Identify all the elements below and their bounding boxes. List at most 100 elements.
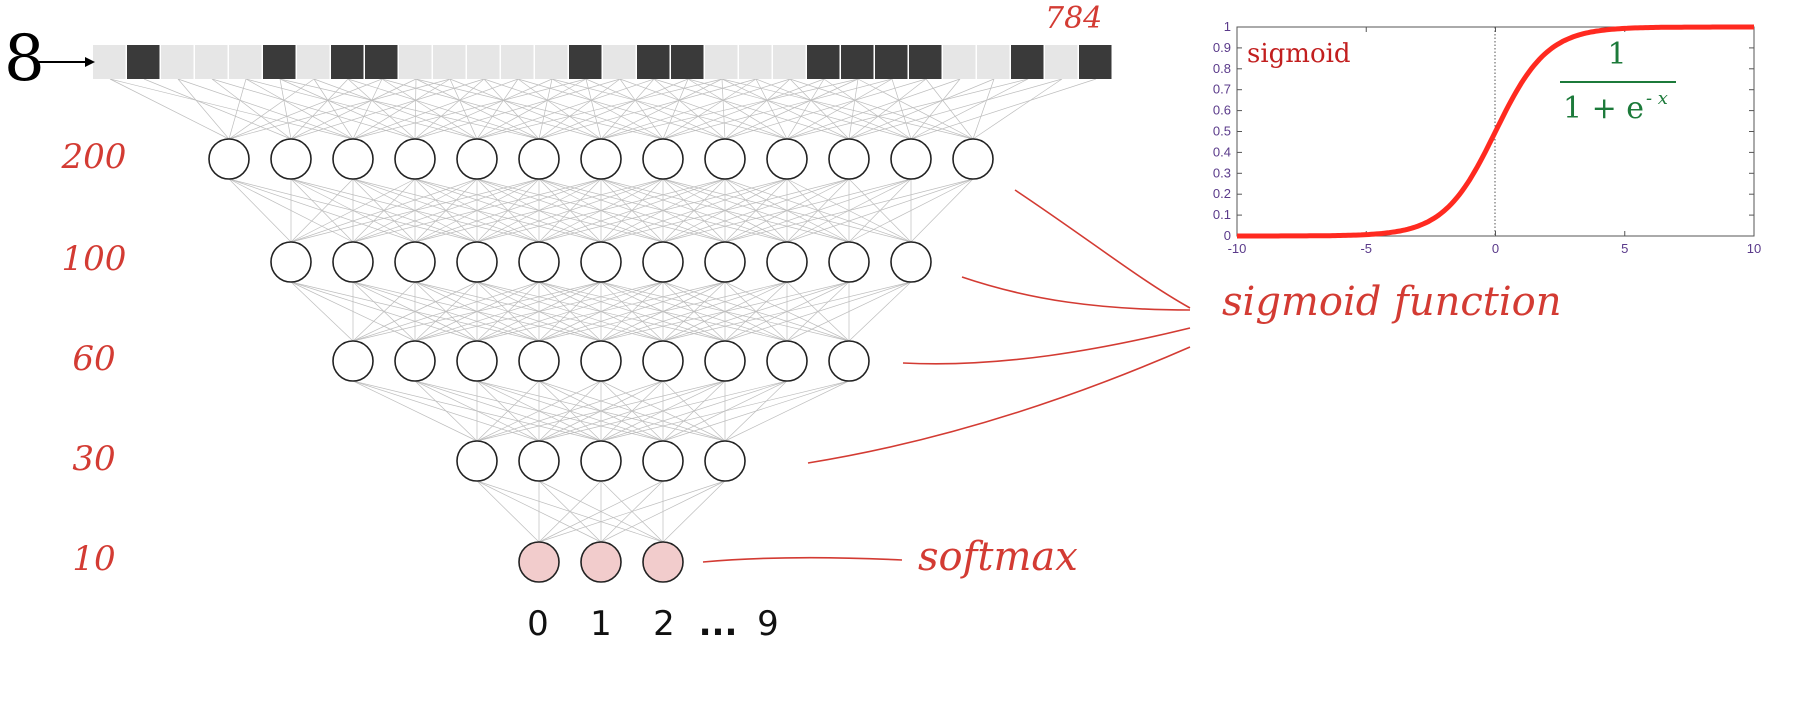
- edge-input: [290, 78, 349, 140]
- edge-input: [538, 78, 621, 140]
- annotation-connectors: [702, 189, 1191, 563]
- output-neuron: [580, 541, 622, 583]
- edge-input: [755, 78, 788, 140]
- edge-hidden: [848, 281, 912, 342]
- edge-input: [600, 78, 859, 140]
- edge-input: [476, 78, 723, 140]
- edge-input: [823, 78, 912, 140]
- edge-hidden: [538, 480, 602, 543]
- hidden-neuron: [828, 138, 870, 180]
- hidden-neuron: [580, 340, 622, 382]
- edge-input: [619, 78, 664, 140]
- input-pixel-cell: [161, 45, 194, 79]
- hidden-neuron: [456, 440, 498, 482]
- hidden-neuron: [456, 340, 498, 382]
- input-pixel-cell: [671, 45, 704, 79]
- hidden-neuron: [890, 138, 932, 180]
- hidden-neuron: [704, 138, 746, 180]
- input-pixel-cell: [433, 45, 466, 79]
- edge-input: [848, 78, 1063, 140]
- connector-layer-60: [902, 327, 1191, 365]
- y-tick-label: 0.3: [1213, 165, 1231, 180]
- edge-hidden: [414, 281, 602, 342]
- edge-input: [381, 78, 478, 140]
- edge-input: [786, 78, 1029, 140]
- edge-hidden: [724, 178, 974, 243]
- edge-hidden: [476, 380, 726, 442]
- edge-input: [352, 78, 587, 140]
- input-pixel-cell: [637, 45, 670, 79]
- edge-input: [414, 78, 485, 140]
- input-pixel-cell: [603, 45, 636, 79]
- edge-input: [653, 78, 726, 140]
- edge-input: [313, 78, 354, 140]
- edge-input: [910, 78, 1029, 140]
- input-pixel-cell: [195, 45, 228, 79]
- y-tick-label: 1: [1224, 19, 1231, 34]
- connector-layer-30: [807, 346, 1191, 464]
- edge-input: [972, 78, 995, 140]
- edge-input: [857, 78, 974, 140]
- edge-hidden: [538, 281, 788, 342]
- edge-hidden: [662, 178, 850, 243]
- hidden-neuron: [456, 138, 498, 180]
- edge-input: [415, 78, 540, 140]
- edge-input: [228, 78, 315, 140]
- edge-input: [290, 78, 485, 140]
- edge-input: [109, 78, 230, 140]
- edge-hidden: [662, 380, 850, 442]
- x-tick-label: -10: [1228, 241, 1247, 256]
- edge-hidden: [538, 480, 664, 543]
- hidden-neuron: [642, 440, 684, 482]
- edge-input: [414, 78, 621, 140]
- hidden-neuron: [890, 241, 932, 283]
- x-tick-label: 0: [1492, 241, 1499, 256]
- hidden-neuron: [394, 340, 436, 382]
- edge-hidden: [414, 380, 478, 442]
- edge-hidden: [476, 281, 664, 342]
- edge-hidden: [414, 178, 602, 243]
- edge-hidden: [910, 178, 974, 243]
- edge-hidden: [352, 178, 540, 243]
- edge-input: [177, 78, 230, 140]
- edge-input: [786, 78, 961, 140]
- edge-input: [538, 78, 553, 140]
- edge-hidden: [414, 281, 664, 342]
- edge-hidden: [352, 281, 602, 342]
- edge-input: [538, 78, 689, 140]
- hidden-neuron: [394, 138, 436, 180]
- hidden-neuron: [518, 340, 560, 382]
- edge-input: [414, 78, 417, 140]
- edge-input: [585, 78, 602, 140]
- output-label-1: 1: [590, 604, 612, 644]
- chart-title: sigmoid: [1247, 39, 1351, 69]
- input-pixel-cell: [569, 45, 602, 79]
- edge-hidden: [352, 281, 416, 342]
- edge-hidden: [662, 281, 850, 342]
- x-tick-label: -5: [1360, 241, 1372, 256]
- edge-input: [483, 78, 540, 140]
- input-pixel-cell: [365, 45, 398, 79]
- edge-hidden: [352, 178, 602, 243]
- hidden-neuron: [270, 241, 312, 283]
- formula-denominator: 1 + e: [1563, 91, 1644, 126]
- input-arrowhead: [85, 57, 95, 67]
- edge-input: [177, 78, 354, 140]
- edge-hidden: [600, 178, 850, 243]
- input-pixel-cell: [705, 45, 738, 79]
- chart-x-tick-labels: -10 -5 0 5 10: [1228, 241, 1762, 256]
- x-tick-label: 10: [1747, 241, 1761, 256]
- hidden-neuron: [518, 241, 560, 283]
- edge-input: [517, 78, 726, 140]
- edge-input: [476, 78, 519, 140]
- layer-size-label: 100: [62, 239, 127, 279]
- y-tick-label: 0.1: [1213, 207, 1231, 222]
- edge-hidden: [662, 281, 912, 342]
- hidden-neuron: [394, 241, 436, 283]
- hidden-neuron: [766, 138, 808, 180]
- y-tick-label: 0.7: [1213, 82, 1231, 97]
- input-digit-image: 8: [4, 22, 45, 96]
- y-tick-label: 0.6: [1213, 103, 1231, 118]
- edge-input: [228, 78, 383, 140]
- connector-softmax: [702, 556, 903, 563]
